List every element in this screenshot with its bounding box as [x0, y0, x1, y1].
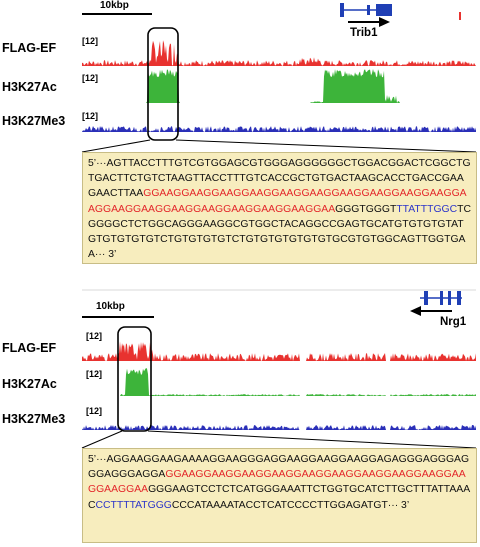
arrow-right-icon — [348, 17, 390, 27]
signal-area — [82, 69, 476, 103]
signal-area — [82, 425, 476, 430]
scale-bar-label: 10kbp — [96, 301, 125, 312]
track-flag-ef-signal — [82, 341, 476, 361]
zoom-line-right — [175, 139, 477, 153]
track-label-h3k27ac: H3K27Ac — [2, 80, 57, 94]
track-h3k27ac-signal — [82, 368, 476, 396]
track-label-h3k27me3: H3K27Me3 — [2, 114, 66, 128]
track-label-flag-ef: FLAG-EF — [2, 341, 57, 355]
track-label-h3k27ac: H3K27Ac — [2, 377, 57, 391]
signal-area — [82, 341, 476, 361]
arrow-left-icon — [410, 306, 452, 316]
gene-model-trib1 — [340, 3, 392, 17]
sequence-segment-black: 5’···AGGAAGGAAGAAAAGGAAGGGAGGAAGGAAGGAAG… — [88, 454, 470, 481]
sequence-segment-red: GGAAGGAAGGAAGGAAGGAAGGAAGGAAGGAAGGAAGGAA… — [88, 469, 466, 496]
signal-area — [82, 126, 476, 132]
sequence-segment-red: GGAAGGAAGGAAGGAAGGAAGGAAGGAAGGAAGGAAGGAA… — [88, 188, 467, 215]
sequence-segment-black: 5’···AGTTACCTTTGTCGTGGAGCGTGGGAGGGGGGCTG… — [88, 158, 471, 200]
sequence-segment-black: GGGTGGGT — [335, 203, 397, 215]
sequence-box-trib1: 5’···AGTTACCTTTGTCGTGGAGCGTGGGAGGGGGGCTG… — [82, 152, 477, 264]
highlight-box — [117, 326, 152, 432]
panel-trib1 — [81, 3, 477, 153]
track-h3k27me3-signal — [82, 126, 476, 132]
track-scale-h3k27ac: [12] — [82, 73, 99, 83]
zoom-line-left — [81, 139, 151, 153]
scale-bar-label: 10kbp — [100, 0, 129, 11]
track-label-h3k27me3: H3K27Me3 — [2, 412, 66, 426]
zoom-line-left — [81, 430, 123, 449]
sequence-box-nrg1: 5’···AGGAAGGAAGAAAAGGAAGGGAGGAAGGAAGGAAG… — [82, 448, 477, 543]
sequence-segment-blue: CCTTTTATGGG — [95, 499, 172, 511]
track-scale-h3k27me3: [12] — [86, 406, 103, 416]
signal-area — [82, 368, 476, 396]
sequence-segment-black: TCGGGGCTCTGGCAGGGAAGGCGTGGCTACAGGCCGAGTG… — [88, 203, 471, 261]
gene-label-nrg1: Nrg1 — [440, 316, 467, 328]
track-h3k27me3-signal — [82, 425, 476, 430]
sequence-segment-black: CCCATAAAATACCTCATCCCCTTGGAGATGT··· 3’ — [171, 499, 410, 511]
zoom-line-right — [147, 430, 477, 449]
track-scale-flag-ef: [12] — [86, 331, 103, 341]
track-scale-h3k27ac: [12] — [86, 369, 103, 379]
track-label-flag-ef: FLAG-EF — [2, 41, 57, 55]
signal-area — [82, 40, 476, 66]
track-scale-flag-ef: [12] — [82, 36, 99, 46]
track-flag-ef-signal — [82, 40, 476, 66]
sequence-segment-blue: TTATTTGGC — [396, 203, 458, 215]
sequence-segment-black: GGGAAGTCCTCTCATGGGAAATTCTGGTGCATCTTGCTTT… — [88, 484, 471, 511]
highlight-box — [147, 27, 179, 141]
panel-nrg1 — [81, 291, 477, 449]
gene-model-nrg1 — [420, 291, 462, 305]
track-scale-h3k27me3: [12] — [82, 111, 99, 121]
track-h3k27ac-signal — [82, 69, 476, 103]
gene-label-trib1: Trib1 — [350, 27, 378, 39]
